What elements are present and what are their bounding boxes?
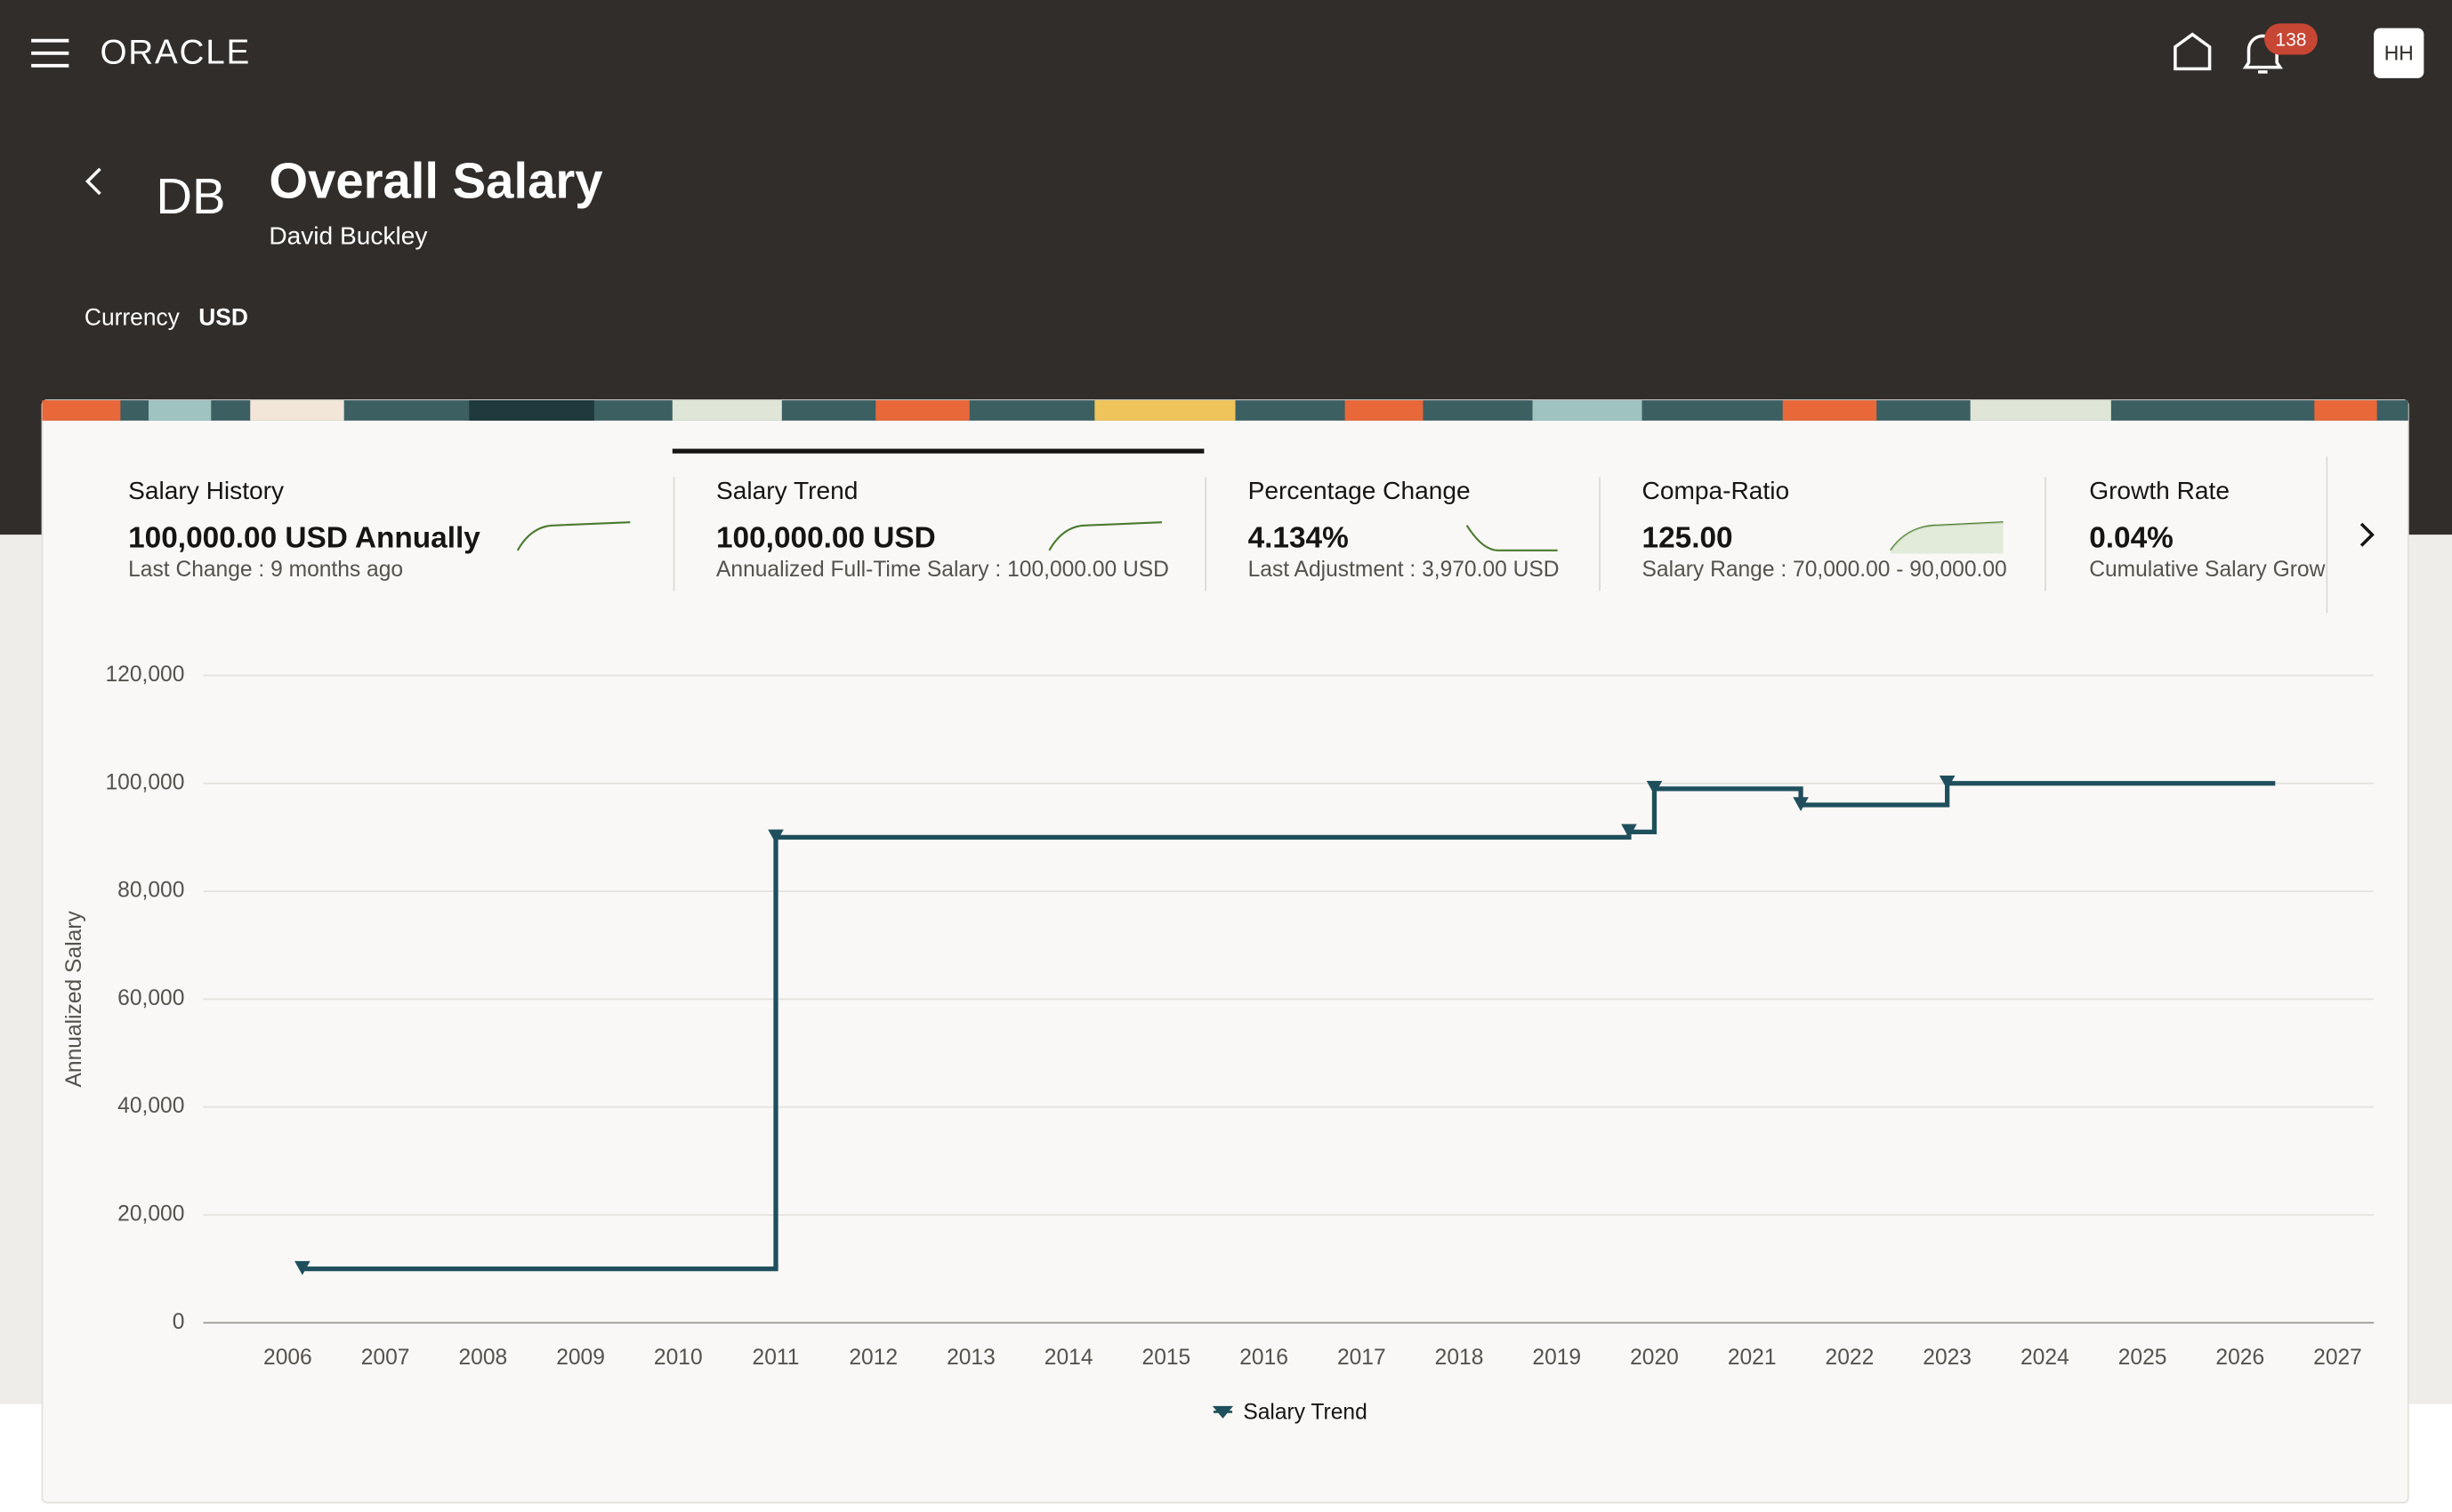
tab-separators xyxy=(673,456,2328,614)
home-icon[interactable] xyxy=(2174,32,2212,71)
x-tick-label: 2016 xyxy=(1239,1346,1288,1370)
tab-title: Salary Trend xyxy=(716,477,858,504)
currency-label: Currency xyxy=(85,304,181,331)
x-tick-label: 2027 xyxy=(2313,1346,2362,1370)
data-point xyxy=(294,1260,311,1275)
legend-swatch xyxy=(1212,1405,1234,1419)
x-tick-label: 2008 xyxy=(458,1346,507,1370)
x-tick-label: 2022 xyxy=(1826,1346,1875,1370)
initials: DB xyxy=(156,168,225,224)
data-point xyxy=(1939,775,1956,790)
x-tick-label: 2019 xyxy=(1532,1346,1581,1370)
badge xyxy=(2264,23,2318,55)
x-tick-label: 2020 xyxy=(1630,1346,1679,1370)
tab-title: Percentage Change xyxy=(1248,477,1471,504)
salary-line xyxy=(302,781,2276,1272)
subtitle: David Buckley xyxy=(269,222,427,250)
tab-value: 0.04% xyxy=(2089,521,2174,554)
y-tick-label: 100,000 xyxy=(106,770,185,794)
page-title: Overall Salary xyxy=(269,152,602,208)
data-point xyxy=(768,829,784,844)
tab-title: Growth Rate xyxy=(2089,477,2230,504)
tab-detail: Last Adjustment : 3,970.00 USD xyxy=(1248,558,1560,582)
y-tick-label: 60,000 xyxy=(117,986,184,1010)
tab-value: 100,000.00 USD xyxy=(716,521,936,554)
tab-detail: Last Change : 9 months ago xyxy=(128,558,403,582)
currency-value: USD xyxy=(198,304,248,331)
badge-count: 138 xyxy=(2275,29,2306,50)
data-point xyxy=(1646,781,1663,795)
data-point xyxy=(1793,797,1809,812)
x-tick-label: 2021 xyxy=(1728,1346,1777,1370)
tab-detail: Annualized Full-Time Salary : 100,000.00… xyxy=(716,558,1169,582)
x-tick-label: 2009 xyxy=(556,1346,605,1370)
x-tick-label: 2014 xyxy=(1045,1346,1093,1370)
x-tick-label: 2010 xyxy=(654,1346,703,1370)
tab-value: 4.134% xyxy=(1248,521,1349,554)
avatar[interactable] xyxy=(2374,28,2424,78)
sparkline-area xyxy=(1891,522,2004,554)
x-tick-label: 2018 xyxy=(1435,1346,1484,1370)
avatar-initials: HH xyxy=(2384,42,2414,65)
x-tick-label: 2015 xyxy=(1142,1346,1191,1370)
menu-button[interactable] xyxy=(31,38,69,68)
tab-value: 125.00 xyxy=(1642,521,1733,554)
tab-title: Salary History xyxy=(128,477,284,504)
y-tick-label: 0 xyxy=(173,1310,185,1334)
y-tick-label: 120,000 xyxy=(106,663,185,687)
x-tick-label: 2013 xyxy=(947,1346,996,1370)
y-tick-label: 20,000 xyxy=(117,1202,184,1226)
data-point xyxy=(1621,824,1637,839)
next-tab-button[interactable] xyxy=(2359,522,2375,547)
x-tick-label: 2012 xyxy=(849,1346,898,1370)
banner xyxy=(42,400,2408,421)
tab-detail: Salary Range : 70,000.00 - 90,000.00 xyxy=(1642,558,2007,582)
active-tab-indicator xyxy=(672,448,1205,454)
legend-label: Salary Trend xyxy=(1243,1401,1367,1425)
x-tick-label: 2025 xyxy=(2118,1346,2167,1370)
x-tick-label: 2006 xyxy=(263,1346,312,1370)
x-tick-label: 2024 xyxy=(2020,1346,2069,1370)
tab-value: 100,000.00 USD Annually xyxy=(128,521,480,554)
x-tick-label: 2011 xyxy=(753,1346,800,1370)
back-button[interactable] xyxy=(85,167,101,196)
y-axis-label: Annualized Salary xyxy=(62,911,86,1088)
brand: ORACLE xyxy=(100,34,250,72)
x-tick-label: 2026 xyxy=(2215,1346,2264,1370)
x-tick-label: 2017 xyxy=(1337,1346,1386,1370)
tab-title: Compa-Ratio xyxy=(1642,477,1790,504)
tab-detail: Cumulative Salary Grow xyxy=(2089,558,2325,582)
x-tick-label: 2023 xyxy=(1923,1346,1972,1370)
y-tick-label: 40,000 xyxy=(117,1094,184,1118)
y-tick-label: 80,000 xyxy=(117,879,184,903)
x-tick-label: 2007 xyxy=(361,1346,410,1370)
